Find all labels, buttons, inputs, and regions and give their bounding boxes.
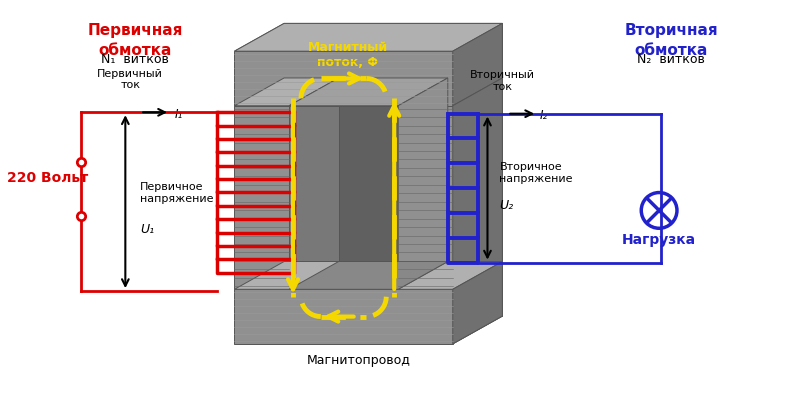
Text: I₂: I₂ (540, 109, 548, 122)
Polygon shape (398, 106, 453, 289)
Polygon shape (453, 23, 502, 106)
Text: U₁: U₁ (140, 223, 154, 236)
Text: Магнитный
поток, Φ: Магнитный поток, Φ (308, 40, 388, 68)
Polygon shape (234, 23, 502, 51)
Text: Первичный
ток: Первичный ток (98, 69, 163, 90)
Polygon shape (234, 106, 289, 289)
Polygon shape (289, 78, 448, 106)
Polygon shape (338, 78, 448, 262)
Text: N₂  витков: N₂ витков (637, 53, 705, 66)
Polygon shape (234, 23, 502, 51)
Text: I₁: I₁ (175, 108, 183, 121)
Text: Вторичная
обмотка: Вторичная обмотка (624, 23, 718, 58)
Polygon shape (234, 289, 453, 344)
Polygon shape (234, 51, 453, 106)
Text: N₁  витков: N₁ витков (102, 53, 170, 66)
Text: Вторичное
напряжение: Вторичное напряжение (499, 162, 573, 184)
Text: 220 Вольт: 220 Вольт (7, 172, 89, 186)
Text: Нагрузка: Нагрузка (622, 233, 696, 247)
Polygon shape (453, 262, 502, 344)
Polygon shape (289, 262, 448, 289)
Text: Первичное
напряжение: Первичное напряжение (140, 182, 214, 204)
Text: Магнитопровод: Магнитопровод (306, 354, 410, 367)
Polygon shape (234, 316, 502, 344)
Polygon shape (234, 78, 338, 106)
Text: Первичная
обмотка: Первичная обмотка (87, 23, 183, 58)
Polygon shape (453, 78, 502, 289)
Polygon shape (398, 78, 448, 289)
Polygon shape (284, 23, 502, 316)
Text: Вторичный
ток: Вторичный ток (470, 70, 535, 92)
Text: U₂: U₂ (499, 198, 514, 212)
Polygon shape (453, 23, 502, 344)
Polygon shape (448, 78, 502, 262)
Polygon shape (234, 262, 502, 289)
